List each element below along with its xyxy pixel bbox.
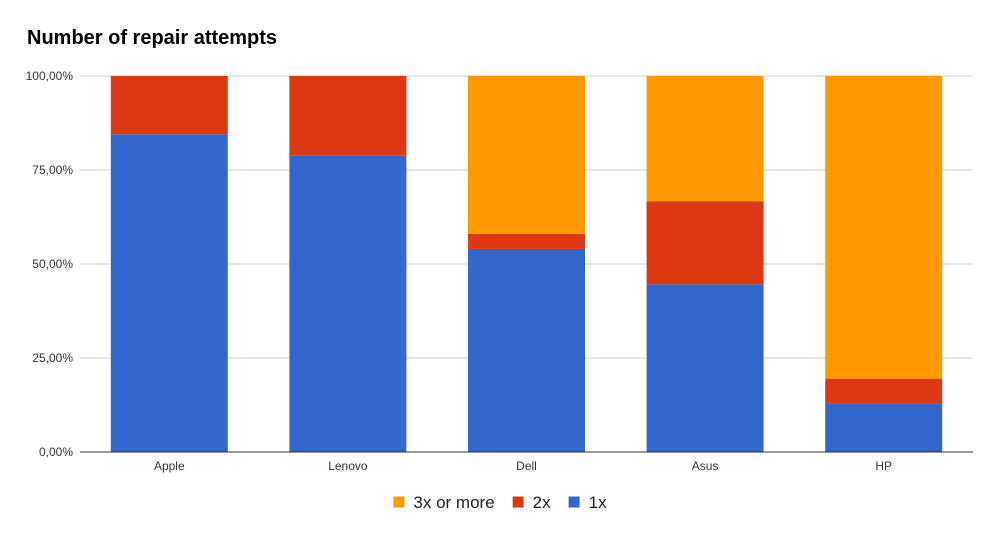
legend-label: 1x <box>589 493 607 512</box>
x-tick-label: Dell <box>516 459 537 473</box>
x-tick-label: HP <box>875 459 892 473</box>
legend-swatch <box>568 496 580 508</box>
x-tick-label: Apple <box>154 459 185 473</box>
bar-segment <box>468 76 585 234</box>
legend-swatch <box>512 496 524 508</box>
bars <box>110 76 943 452</box>
bar-segment <box>646 284 764 452</box>
bar-segment <box>289 76 407 156</box>
y-tick-label: 75,00% <box>32 163 73 177</box>
legend-label: 3x or more <box>413 493 494 512</box>
legend-label: 2x <box>533 493 551 512</box>
bar-segment <box>825 76 943 379</box>
x-tick-label: Lenovo <box>328 459 368 473</box>
bar-segment <box>646 76 764 202</box>
y-tick-label: 50,00% <box>32 257 73 271</box>
bar-segment <box>110 134 228 452</box>
y-tick-label: 100,00% <box>26 69 74 83</box>
bar-segment <box>289 155 407 452</box>
bar-segment <box>468 233 585 249</box>
chart-title: Number of repair attempts <box>27 27 278 49</box>
y-tick-label: 25,00% <box>32 351 73 365</box>
bar-segment <box>646 201 764 285</box>
legend: 3x or more 2x 1x <box>393 493 607 512</box>
bar-segment <box>468 248 585 452</box>
legend-swatch <box>393 496 405 508</box>
x-tick-label: Asus <box>692 459 719 473</box>
bar-segment <box>825 403 943 452</box>
bar-segment <box>825 378 943 404</box>
bar-segment <box>110 76 228 135</box>
axes: 0,00% 25,00% 50,00% 75,00% 100,00% Apple Lenov… <box>26 69 973 473</box>
y-tick-label: 0,00% <box>39 445 73 459</box>
